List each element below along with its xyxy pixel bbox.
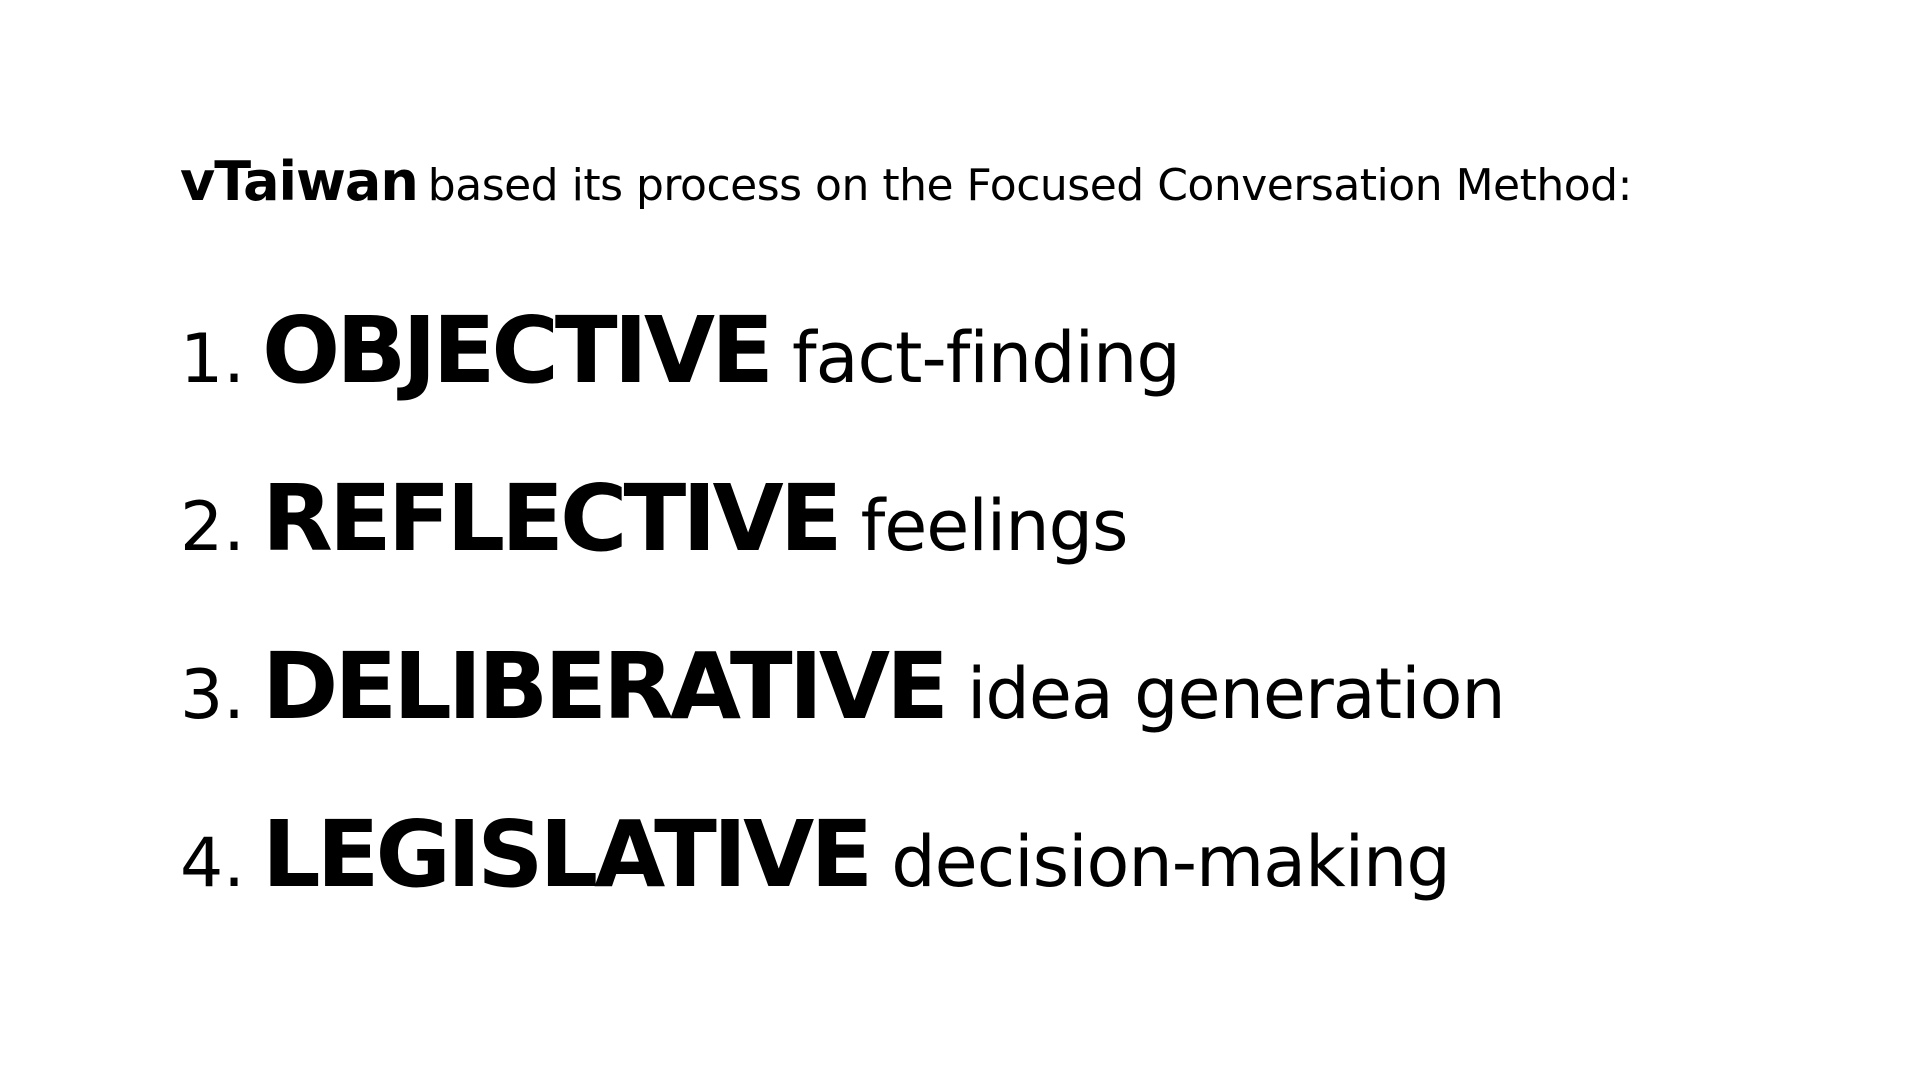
step-item-deliberative: 3. DELIBERATIVE idea generation xyxy=(180,641,1506,809)
step-description: idea generation xyxy=(966,653,1506,735)
step-term: OBJECTIVE xyxy=(262,297,774,404)
step-number: 2. xyxy=(180,488,245,567)
step-term: REFLECTIVE xyxy=(262,465,843,572)
step-item-objective: 1. OBJECTIVE fact-finding xyxy=(180,305,1505,473)
step-description: fact-finding xyxy=(791,317,1181,399)
brand-name: vTaiwan xyxy=(180,150,419,213)
step-description: decision-making xyxy=(891,821,1451,903)
intro-text: based its process on the Focused Convers… xyxy=(427,160,1633,211)
step-number: 4. xyxy=(180,824,245,903)
step-number: 3. xyxy=(180,656,245,735)
method-steps-list: 1. OBJECTIVE fact-finding 2. REFLECTIVE feel… xyxy=(180,305,1506,977)
step-description: feelings xyxy=(860,485,1129,567)
step-number: 1. xyxy=(180,320,245,399)
step-term: DELIBERATIVE xyxy=(262,633,949,740)
intro-line: vTaiwan based its process on the Focused … xyxy=(180,155,1632,209)
step-item-reflective: 2. REFLECTIVE feelings xyxy=(180,473,1505,641)
step-item-legislative: 4. LEGISLATIVE decision-making xyxy=(180,809,1505,977)
step-term: LEGISLATIVE xyxy=(262,801,873,908)
